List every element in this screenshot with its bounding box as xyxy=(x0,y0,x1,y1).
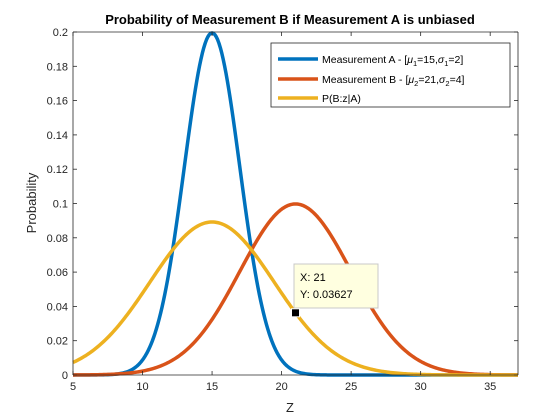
datatip[interactable]: X: 21 Y: 0.03627 xyxy=(291,263,379,318)
legend-entry-b: Measurement B - [μ2=21,σ2=4] xyxy=(322,74,465,88)
curve-measurement-b xyxy=(72,202,519,377)
y-tick-label: 0.2 xyxy=(53,27,68,39)
y-tick-label: 0.02 xyxy=(47,336,68,348)
y-tick-label: 0.06 xyxy=(47,267,68,279)
x-tick-label: 20 xyxy=(275,381,287,393)
chart-title: Probability of Measurement B if Measurem… xyxy=(105,12,475,27)
x-ticks-group: 5 10 15 20 25 30 35 xyxy=(70,32,496,393)
x-tick-label: 5 xyxy=(70,381,76,393)
y-tick-label: 0.16 xyxy=(47,96,68,108)
x-tick-label: 25 xyxy=(345,381,357,393)
legend: Measurement A - [μ1=15,σ1=2] Measurement… xyxy=(270,42,511,108)
y-tick-label: 0.1 xyxy=(53,199,68,211)
x-axis-label: Z xyxy=(286,400,294,415)
y-tick-label: 0 xyxy=(62,370,68,382)
x-tick-label: 15 xyxy=(206,381,218,393)
x-tick-label: 30 xyxy=(415,381,427,393)
y-tick-label: 0.04 xyxy=(47,301,68,313)
legend-entry-pbza: P(B:z|A) xyxy=(322,93,361,105)
datatip-box xyxy=(293,263,379,309)
x-tick-label: 35 xyxy=(484,381,496,393)
y-tick-label: 0.18 xyxy=(47,61,68,73)
y-tick-label: 0.08 xyxy=(47,233,68,245)
datatip-marker[interactable] xyxy=(291,308,300,318)
y-tick-label: 0.14 xyxy=(47,130,68,142)
y-axis-label: Probability xyxy=(24,172,39,233)
y-tick-label: 0.12 xyxy=(47,164,68,176)
y-ticks-group: 0 0.02 0.04 0.06 0.08 0.1 0.12 0.14 0.16 0.18 0.2 xyxy=(47,27,518,382)
datatip-y-label: Y: 0.03627 xyxy=(300,289,353,301)
legend-entry-a: Measurement A - [μ1=15,σ1=2] xyxy=(322,54,463,68)
x-tick-label: 10 xyxy=(136,381,148,393)
datatip-x-label: X: 21 xyxy=(300,272,326,284)
